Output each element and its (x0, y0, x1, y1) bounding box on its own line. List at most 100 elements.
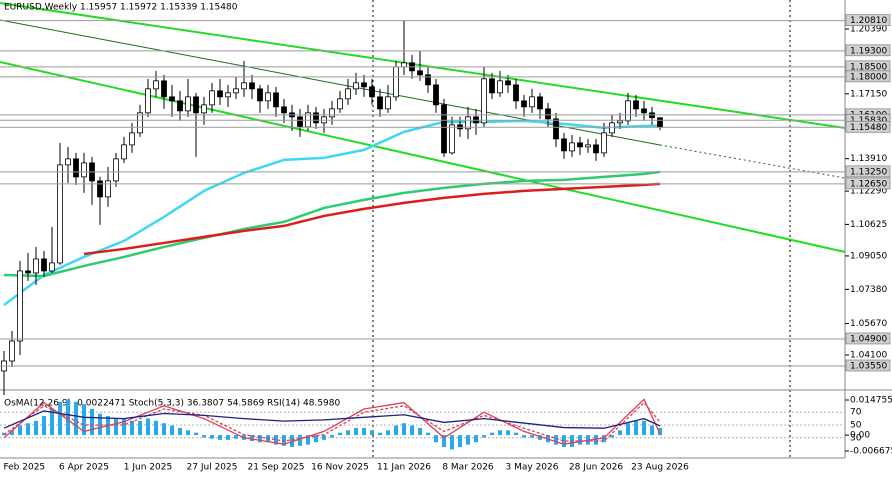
osma-bar (202, 435, 206, 438)
osma-bar (10, 430, 14, 436)
candle-body (569, 142, 575, 152)
level-label-box (845, 177, 891, 190)
osma-bar (58, 401, 62, 436)
osma-bar (442, 435, 446, 448)
candle-body (265, 92, 271, 102)
y-tick-label: 1.17150 (850, 89, 887, 99)
candle-body (585, 144, 591, 148)
chart-title: EURUSD,Weekly 1.15957 1.15972 1.15339 1.… (4, 3, 238, 13)
osma-bar (138, 420, 142, 436)
candle-body (393, 66, 399, 98)
candle-body (489, 78, 495, 94)
osma-bar (258, 435, 262, 443)
osma-bar (74, 401, 78, 436)
osma-bar (234, 435, 238, 439)
candle-body (233, 88, 239, 94)
osma-bar (578, 435, 582, 445)
y-tick-label: 1.12290 (850, 187, 887, 197)
candle-body (161, 80, 167, 98)
y2-tick-label: 70 (850, 408, 862, 418)
osma-bar (162, 423, 166, 436)
y-tick-label: -0.0066753 (850, 446, 892, 456)
x-tick-label: 27 Jul 2025 (187, 463, 238, 473)
candle-body (313, 112, 319, 124)
osma-bar (378, 432, 382, 436)
oscillator-line (3, 398, 661, 445)
candle-body (537, 96, 543, 110)
osma-bar (562, 435, 566, 448)
candle-body (49, 262, 55, 272)
osma-bar (330, 435, 334, 438)
osma-bar (26, 423, 30, 436)
x-tick-label: 6 Apr 2025 (59, 463, 109, 473)
osma-bar (226, 435, 230, 440)
level-label: 1.20810 (850, 16, 887, 26)
level-label: 1.15480 (850, 123, 887, 133)
osma-bar (626, 423, 630, 436)
trend-line (0, 61, 846, 253)
candle-body (137, 112, 143, 134)
osma-bar (538, 435, 542, 440)
osma-bar (650, 425, 654, 436)
x-tick-label: 21 Sep 2025 (247, 463, 304, 473)
osma-bar (354, 427, 358, 436)
x-tick-label: 9 Feb 2025 (0, 463, 45, 473)
candle-body (273, 92, 279, 108)
candle-body (225, 92, 231, 98)
candle-body (41, 258, 47, 272)
candle-body (177, 100, 183, 112)
candle-body (417, 70, 423, 76)
osma-bar (82, 404, 86, 436)
osma-bar (18, 425, 22, 436)
osma-bar (274, 435, 278, 445)
osma-bar (42, 416, 46, 436)
candle-body (153, 80, 159, 90)
level-label: 1.18500 (850, 62, 887, 72)
candle-body (209, 90, 215, 106)
moving-average (3, 170, 661, 278)
candle-body (601, 132, 607, 154)
osma-bar (498, 430, 502, 436)
oscillator-line (3, 401, 661, 442)
candle-body (441, 104, 447, 154)
osma-bar (610, 435, 614, 438)
osma-bar (210, 435, 214, 439)
trend-lines (0, 2, 846, 253)
indicator-title: OsMA(12,26,9) -0.0022471 Stoch(5,3,3) 36… (4, 399, 340, 409)
x-tick-label: 8 Mar 2026 (442, 463, 494, 473)
osma-bar (306, 435, 310, 445)
candle-body (281, 106, 287, 114)
candle-body (545, 108, 551, 120)
x-tick-label: 3 May 2026 (506, 463, 559, 473)
candle-body (425, 74, 431, 86)
candle-body (297, 116, 303, 128)
level-label: 1.12650 (850, 179, 887, 189)
osma-bar (434, 435, 438, 443)
y-tick-label: 1.09050 (850, 251, 887, 261)
osma-bar (130, 420, 134, 436)
y-tick-label: 1.10625 (850, 220, 887, 230)
candle-body (513, 84, 519, 102)
osma-bar (298, 435, 302, 446)
y-tick-label: 1.05670 (850, 319, 887, 329)
trend-line (659, 144, 846, 179)
level-label: 1.13250 (850, 167, 887, 177)
candle-body (201, 104, 207, 114)
level-label: 1.03550 (850, 361, 887, 371)
candle-body (337, 98, 343, 110)
osma-bar (122, 418, 126, 436)
candle-body (25, 270, 31, 274)
osma-bar (178, 427, 182, 436)
osma-bar (450, 435, 454, 450)
x-tick-label: 23 Aug 2026 (631, 463, 689, 473)
candle-body (185, 96, 191, 112)
osma-bar (50, 408, 54, 436)
candle-body (121, 144, 127, 160)
osma-bar (34, 420, 38, 436)
y2-tick-label: 30 (850, 433, 862, 443)
candle-body (361, 82, 367, 88)
osma-bar (514, 432, 518, 436)
candle-body (113, 158, 119, 182)
moving-average (3, 119, 660, 306)
